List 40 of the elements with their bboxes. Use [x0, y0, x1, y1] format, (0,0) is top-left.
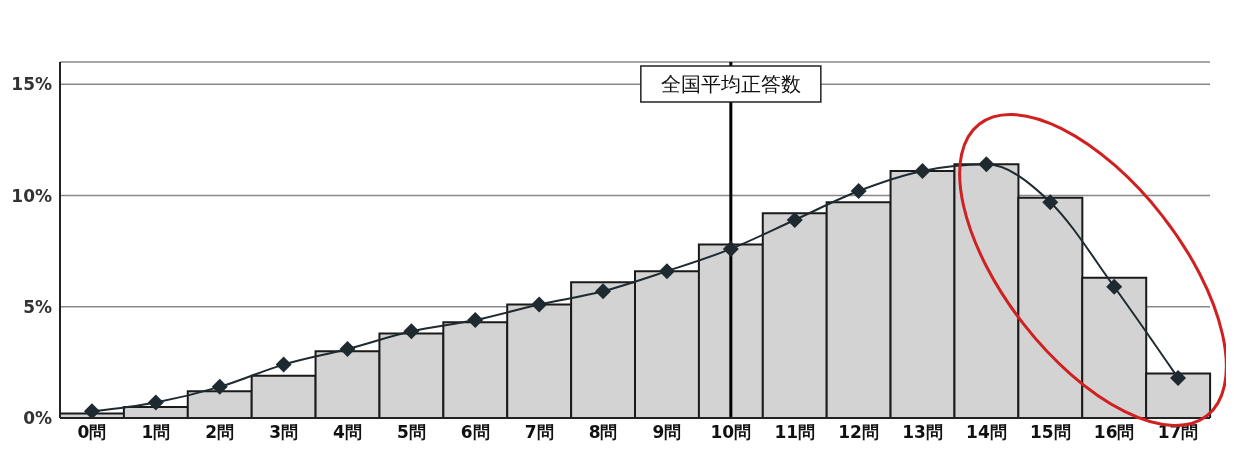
x-tick-label: 7問 — [524, 422, 554, 443]
point — [403, 323, 420, 340]
point — [531, 296, 548, 313]
x-tick-label: 1問 — [141, 422, 171, 443]
x-tick-label: 3問 — [269, 422, 299, 443]
y-tick-label: 15% — [11, 74, 52, 95]
point — [595, 283, 612, 300]
point — [850, 183, 867, 200]
x-tick-label: 14問 — [966, 422, 1007, 443]
x-tick-label: 11問 — [774, 422, 816, 443]
y-tick-label: 0% — [23, 408, 52, 429]
x-tick-label: 8問 — [588, 422, 618, 443]
point — [211, 378, 228, 395]
ref-line-label: 全国平均正答数 — [660, 72, 801, 96]
x-tick-label: 6問 — [460, 422, 490, 443]
point — [786, 211, 803, 228]
point — [1042, 194, 1059, 211]
x-tick-label: 9問 — [652, 422, 682, 443]
x-tick-label: 15問 — [1029, 422, 1071, 443]
y-tick-label: 10% — [11, 185, 52, 206]
point — [83, 403, 100, 418]
x-tick-label: 12問 — [838, 422, 879, 443]
x-tick-label: 5問 — [396, 422, 426, 443]
x-tick-label: 16問 — [1093, 422, 1135, 443]
point — [467, 312, 484, 329]
x-tick-label: 10問 — [710, 422, 752, 443]
point — [1170, 369, 1187, 386]
point — [722, 240, 739, 257]
point — [339, 341, 356, 358]
point — [658, 263, 675, 280]
point — [275, 356, 292, 373]
x-tick-label: 2問 — [205, 422, 235, 443]
point — [978, 156, 995, 173]
y-tick-label: 5% — [23, 296, 52, 317]
point — [914, 163, 931, 180]
point — [1106, 278, 1123, 295]
x-tick-label: 0問 — [77, 422, 107, 443]
x-tick-label: 13問 — [902, 422, 943, 443]
x-tick-label: 4問 — [333, 422, 362, 443]
point — [147, 394, 164, 411]
